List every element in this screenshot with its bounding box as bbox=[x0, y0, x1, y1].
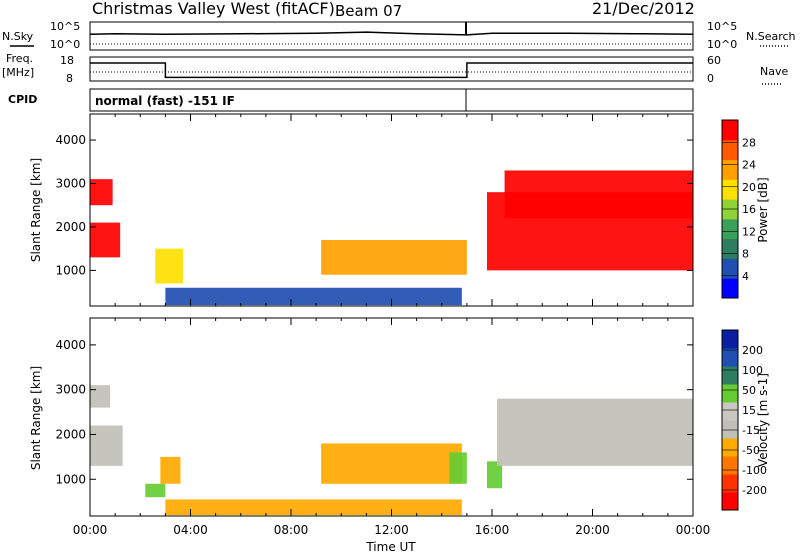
velocity-scatter-region-4 bbox=[165, 499, 462, 516]
power-colorbar-label: Power [dB] bbox=[756, 177, 770, 242]
power-colorbar-tick-label: 12 bbox=[742, 225, 756, 238]
power-colorbar-tick-label: 4 bbox=[742, 270, 749, 283]
velocity-xtick-label: 12:00 bbox=[374, 523, 409, 537]
velocity-scatter-region-6 bbox=[449, 452, 467, 484]
power-scatter-region-6 bbox=[504, 170, 693, 219]
nave-label: Nave bbox=[760, 65, 788, 78]
velocity-scatter-region-0 bbox=[90, 425, 123, 466]
velocity-colorbar-frame bbox=[721, 329, 739, 511]
power-colorbar-tick-label: 28 bbox=[742, 136, 756, 149]
velocity-scatter-region-3 bbox=[145, 483, 166, 498]
velocity-xlabel: Time UT bbox=[365, 540, 416, 554]
power-colorbar-swatch bbox=[722, 218, 738, 240]
velocity-colorbar-tick-label: 100 bbox=[742, 364, 763, 377]
power-scatter-region-3 bbox=[165, 287, 462, 306]
velocity-colorbar-swatch bbox=[722, 330, 738, 349]
velocity-colorbar-swatch bbox=[722, 384, 738, 403]
velocity-xtick-label: 08:00 bbox=[274, 523, 309, 537]
velocity-colorbar-swatch bbox=[722, 402, 738, 421]
freq-series-line bbox=[90, 62, 693, 79]
power-ylabel: Slant Range [km] bbox=[29, 158, 43, 262]
cpid-text: normal (fast) -151 IF bbox=[95, 94, 235, 108]
beam-label: Beam 07 bbox=[335, 2, 402, 20]
nsearch-label: N.Search bbox=[746, 30, 796, 43]
velocity-ytick-label: 4000 bbox=[55, 338, 86, 352]
velocity-colorbar-tick-label: -50 bbox=[742, 444, 760, 457]
velocity-scatter-region-2 bbox=[160, 456, 181, 484]
freq-unit: [MHz] bbox=[2, 66, 34, 79]
velocity-ytick-label: 1000 bbox=[55, 472, 86, 486]
velocity-colorbar-tick-label: -100 bbox=[742, 464, 767, 477]
power-colorbar-swatch bbox=[722, 159, 738, 180]
power-scatter-region-4 bbox=[321, 239, 467, 275]
velocity-colorbar-swatch bbox=[722, 348, 738, 367]
power-colorbar-tick-label: 16 bbox=[742, 203, 756, 216]
freq-panel bbox=[89, 56, 694, 82]
velocity-scatter-region-1 bbox=[90, 385, 111, 408]
velocity-colorbar-tick-label: 200 bbox=[742, 344, 763, 357]
velocity-colorbar-swatch bbox=[722, 474, 738, 493]
nsky-label: N.Sky bbox=[2, 30, 34, 43]
velocity-colorbar-swatch bbox=[722, 366, 738, 385]
power-colorbar-swatch bbox=[722, 238, 738, 259]
nave-tick-low: 0 bbox=[707, 72, 714, 85]
power-colorbar-tick-label: 8 bbox=[742, 248, 749, 261]
velocity-colorbar-swatch bbox=[722, 456, 738, 475]
velocity-scatter-region-7 bbox=[486, 461, 503, 489]
freq-tick-high: 18 bbox=[60, 54, 74, 67]
power-colorbar: 28 24 20 16 12 8 4 bbox=[721, 119, 756, 299]
freq-tick-low: 8 bbox=[66, 72, 73, 85]
nsky-tick-high: 10^5 bbox=[50, 20, 80, 33]
nsearch-tick-high: 10^5 bbox=[707, 20, 737, 33]
power-colorbar-tick-label: 24 bbox=[742, 159, 756, 172]
velocity-colorbar-tick-label: 15 bbox=[742, 404, 756, 417]
velocity-panel: 4000 3000 2000 1000 00:00 04:00 08:00 12:00 16:… bbox=[55, 317, 711, 537]
power-panel: 4000 3000 2000 1000 bbox=[55, 113, 694, 307]
power-colorbar-swatch bbox=[722, 179, 738, 200]
power-colorbar-swatch bbox=[722, 120, 738, 141]
cpid-label: CPID bbox=[8, 93, 37, 106]
velocity-colorbar-tick-label: -200 bbox=[742, 484, 767, 497]
velocity-scatter-region-5 bbox=[321, 443, 462, 484]
power-scatter-region-0 bbox=[90, 222, 121, 258]
power-colorbar-swatch bbox=[722, 278, 738, 299]
velocity-xtick-label: 04:00 bbox=[173, 523, 208, 537]
velocity-xtick-label: 00:00 bbox=[676, 523, 711, 537]
power-ytick-label: 4000 bbox=[55, 133, 86, 147]
velocity-xtick-label: 20:00 bbox=[575, 523, 610, 537]
velocity-colorbar-tick-label: 50 bbox=[742, 384, 756, 397]
nsky-panel bbox=[89, 21, 694, 51]
nsearch-tick-low: 10^0 bbox=[707, 38, 737, 51]
velocity-xtick-label: 00:00 bbox=[73, 523, 108, 537]
nave-tick-high: 60 bbox=[707, 54, 721, 67]
velocity-colorbar-swatch bbox=[722, 438, 738, 457]
power-ytick-label: 2000 bbox=[55, 220, 86, 234]
power-scatter-region-2 bbox=[155, 248, 183, 284]
power-colorbar-swatch bbox=[722, 139, 738, 161]
velocity-colorbar-swatch bbox=[722, 492, 738, 511]
velocity-scatter-region-8 bbox=[497, 398, 693, 466]
nsky-tick-low: 10^0 bbox=[50, 38, 80, 51]
freq-label: Freq. bbox=[6, 52, 33, 65]
power-colorbar-tick-label: 20 bbox=[742, 181, 756, 194]
cpid-panel bbox=[89, 88, 694, 112]
velocity-ytick-label: 2000 bbox=[55, 427, 86, 441]
velocity-colorbar-swatch bbox=[722, 420, 738, 439]
power-colorbar-swatch bbox=[722, 258, 738, 279]
velocity-colorbar-tick-label: -15 bbox=[742, 424, 760, 437]
power-ytick-label: 3000 bbox=[55, 177, 86, 191]
nsky-series-line bbox=[89, 31, 694, 36]
velocity-colorbar: 200 100 50 15 -15 -50 -100 -200 bbox=[721, 329, 767, 511]
power-ytick-label: 1000 bbox=[55, 263, 86, 277]
velocity-ytick-label: 3000 bbox=[55, 383, 86, 397]
velocity-xtick-label: 16:00 bbox=[475, 523, 510, 537]
velocity-colorbar-label: Velocity [m s-1] bbox=[756, 373, 770, 467]
velocity-ylabel: Slant Range [km] bbox=[29, 366, 43, 470]
station-title: Christmas Valley West (fitACF) bbox=[92, 0, 335, 18]
power-scatter-region-1 bbox=[90, 179, 113, 206]
date-label: 21/Dec/2012 bbox=[592, 0, 695, 18]
